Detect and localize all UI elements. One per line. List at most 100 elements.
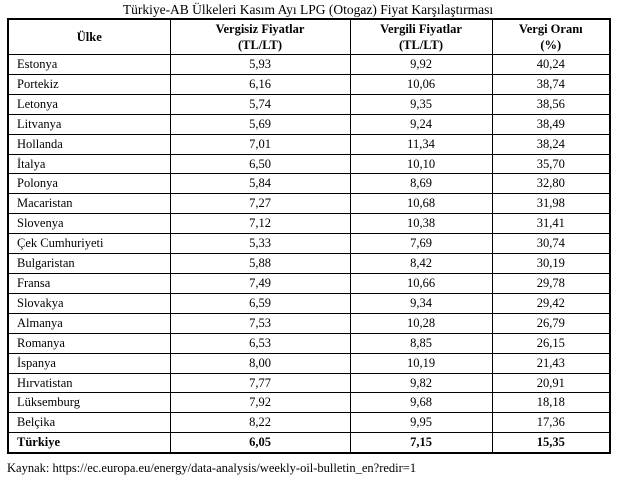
header-line2: (TL/LT) — [398, 38, 443, 52]
value-cell: 10,66 — [349, 272, 493, 294]
value-cell: 21,43 — [491, 352, 611, 374]
value-cell: 10,68 — [349, 193, 493, 215]
country-cell: İspanya — [7, 352, 171, 374]
country-cell: Estonya — [7, 54, 171, 75]
country-cell: Litvanya — [7, 113, 171, 135]
header-line2: (%) — [540, 38, 562, 52]
value-cell: 8,00 — [169, 352, 351, 374]
value-cell: 7,12 — [169, 213, 351, 235]
value-cell: 10,06 — [349, 73, 493, 95]
value-cell: 38,56 — [491, 93, 611, 115]
value-cell: 40,24 — [491, 54, 611, 75]
value-cell: 31,41 — [491, 213, 611, 235]
header-line1: Vergisiz Fiyatlar — [215, 21, 305, 36]
table-title: Türkiye-AB Ülkeleri Kasım Ayı LPG (Otoga… — [122, 2, 494, 17]
value-cell: 15,35 — [491, 432, 611, 454]
value-cell: 29,42 — [491, 292, 611, 314]
table-row: Estonya 5,93 9,92 40,24 — [7, 54, 611, 75]
source-text: Kaynak: https://ec.europa.eu/energy/data… — [7, 461, 417, 476]
country-cell: Slovenya — [7, 213, 171, 235]
value-cell: 9,95 — [349, 412, 493, 434]
value-cell: 9,68 — [349, 392, 493, 414]
value-cell: 7,53 — [169, 312, 351, 334]
country-cell: Portekiz — [7, 73, 171, 95]
country-cell: Romanya — [7, 332, 171, 354]
table-row: Polonya 5,84 8,69 32,80 — [7, 173, 611, 195]
table-row: Bulgaristan 5,88 8,42 30,19 — [7, 253, 611, 274]
value-cell: 8,42 — [349, 253, 493, 274]
table-row: Hollanda 7,01 11,34 38,24 — [7, 133, 611, 155]
country-cell: Bulgaristan — [7, 253, 171, 274]
value-cell: 10,28 — [349, 312, 493, 334]
value-cell: 30,74 — [491, 233, 611, 255]
value-cell: 5,93 — [169, 54, 351, 75]
value-cell: 30,19 — [491, 253, 611, 274]
value-cell: 5,88 — [169, 253, 351, 274]
table-row: Letonya 5,74 9,35 38,56 — [7, 93, 611, 115]
value-cell: 10,38 — [349, 213, 493, 235]
value-cell: 10,10 — [349, 153, 493, 175]
value-cell: 26,15 — [491, 332, 611, 354]
header-line1: Vergili Fiyatlar — [380, 21, 462, 36]
table-row: Almanya 7,53 10,28 26,79 — [7, 312, 611, 334]
header-row: Ülke Vergisiz Fiyatlar (TL/LT) Vergili Fi… — [7, 18, 611, 55]
value-cell: 7,77 — [169, 372, 351, 394]
country-cell: Belçika — [7, 412, 171, 434]
value-cell: 9,92 — [349, 54, 493, 75]
country-cell: Türkiye — [7, 432, 171, 454]
value-cell: 38,74 — [491, 73, 611, 95]
country-cell: Almanya — [7, 312, 171, 334]
country-cell: Macaristan — [7, 193, 171, 215]
header-line1: Vergi Oranı — [518, 21, 583, 36]
value-cell: 32,80 — [491, 173, 611, 195]
value-cell: 6,05 — [169, 432, 351, 454]
value-cell: 10,19 — [349, 352, 493, 374]
value-cell: 9,82 — [349, 372, 493, 394]
value-cell: 8,69 — [349, 173, 493, 195]
table-row: İspanya 8,00 10,19 21,43 — [7, 352, 611, 374]
col-header-vergisiz-fiyatlar: Vergisiz Fiyatlar (TL/LT) — [169, 18, 351, 55]
value-cell: 9,24 — [349, 113, 493, 135]
col-header-vergili-fiyatlar: Vergili Fiyatlar (TL/LT) — [349, 18, 493, 55]
value-cell: 7,49 — [169, 272, 351, 294]
value-cell: 11,34 — [349, 133, 493, 155]
value-cell: 9,34 — [349, 292, 493, 314]
country-cell: Hollanda — [7, 133, 171, 155]
value-cell: 6,50 — [169, 153, 351, 175]
value-cell: 38,49 — [491, 113, 611, 135]
table-row: Macaristan 7,27 10,68 31,98 — [7, 193, 611, 215]
value-cell: 5,33 — [169, 233, 351, 255]
table-row: Hırvatistan 7,77 9,82 20,91 — [7, 372, 611, 394]
country-cell: Fransa — [7, 272, 171, 294]
value-cell: 7,92 — [169, 392, 351, 414]
value-cell: 6,53 — [169, 332, 351, 354]
table-row: Slovenya 7,12 10,38 31,41 — [7, 213, 611, 235]
country-cell: Polonya — [7, 173, 171, 195]
value-cell: 7,15 — [349, 432, 493, 454]
table-row: Litvanya 5,69 9,24 38,49 — [7, 113, 611, 135]
table-body: Estonya 5,93 9,92 40,24 Portekiz 6,16 10,06 38,… — [7, 54, 611, 454]
table-row: İtalya 6,50 10,10 35,70 — [7, 153, 611, 175]
value-cell: 35,70 — [491, 153, 611, 175]
value-cell: 6,59 — [169, 292, 351, 314]
value-cell: 5,69 — [169, 113, 351, 135]
table-row: Lüksemburg 7,92 9,68 18,18 — [7, 392, 611, 414]
value-cell: 5,74 — [169, 93, 351, 115]
col-header-vergi-orani: Vergi Oranı (%) — [491, 18, 611, 55]
table-row: Belçika 8,22 9,95 17,36 — [7, 412, 611, 434]
header-line2: (TL/LT) — [237, 38, 282, 52]
value-cell: 5,84 — [169, 173, 351, 195]
country-cell: Hırvatistan — [7, 372, 171, 394]
value-cell: 7,27 — [169, 193, 351, 215]
country-cell: Slovakya — [7, 292, 171, 314]
value-cell: 7,01 — [169, 133, 351, 155]
table-header: Ülke Vergisiz Fiyatlar (TL/LT) Vergili Fi… — [7, 18, 611, 55]
value-cell: 31,98 — [491, 193, 611, 215]
country-cell: Çek Cumhuriyeti — [7, 233, 171, 255]
lpg-price-table: Ülke Vergisiz Fiyatlar (TL/LT) Vergili Fi… — [7, 18, 611, 455]
table-row: Portekiz 6,16 10,06 38,74 — [7, 73, 611, 95]
table-row: Çek Cumhuriyeti 5,33 7,69 30,74 — [7, 233, 611, 255]
value-cell: 26,79 — [491, 312, 611, 334]
value-cell: 17,36 — [491, 412, 611, 434]
